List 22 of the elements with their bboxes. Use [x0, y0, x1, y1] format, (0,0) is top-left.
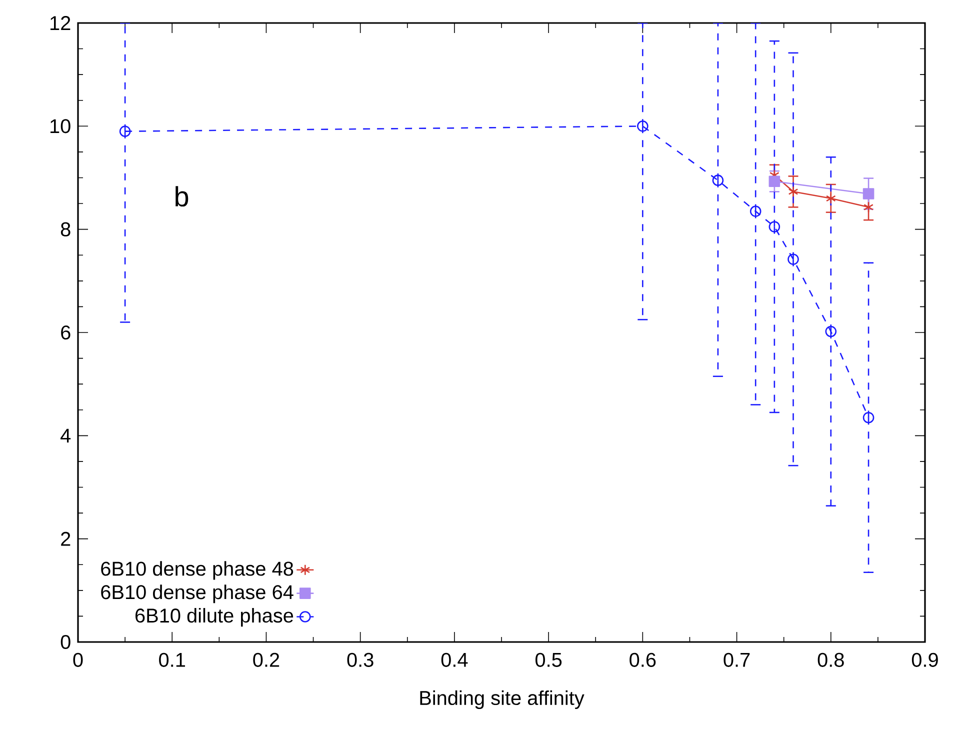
y-tick-label: 10 — [50, 119, 70, 134]
x-tick-label: 0.2 — [253, 652, 280, 667]
x-tick-label: 0 — [73, 652, 83, 667]
x-axis-title: Binding site affinity — [420, 690, 584, 710]
y-tick-label: 2 — [61, 532, 70, 546]
y-tick-label: 12 — [50, 16, 70, 30]
x-tick-label: 0.3 — [347, 652, 374, 667]
x-tick-label: 0.4 — [441, 652, 468, 667]
x-tick-label: 0.6 — [630, 652, 656, 667]
legend-label: 6B10 dense phase 48 — [101, 561, 294, 580]
x-tick-label: 0.5 — [535, 652, 562, 667]
legend-label: 6B10 dense phase 64 — [101, 584, 294, 604]
y-tick-label: 6 — [61, 325, 70, 340]
y-tick-label: 4 — [60, 428, 71, 443]
y-tick-label: 8 — [60, 222, 70, 236]
y-tick-label: 0 — [60, 634, 70, 650]
legend-label: 6B10 dilute phase — [135, 608, 294, 627]
x-tick-label: 0.9 — [912, 652, 938, 667]
x-tick-label: 0.7 — [724, 652, 750, 667]
x-tick-label: 0.1 — [159, 652, 185, 667]
annotation: b — [176, 186, 188, 207]
x-tick-label: 0.8 — [818, 652, 844, 667]
